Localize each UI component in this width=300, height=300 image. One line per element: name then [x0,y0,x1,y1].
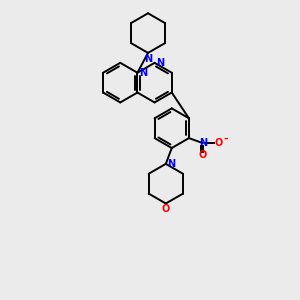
Text: N: N [140,68,148,78]
Text: N: N [157,58,165,68]
Text: O: O [214,138,223,148]
Text: N: N [144,54,152,64]
Text: N: N [167,159,175,169]
Text: -: - [223,134,228,144]
Text: O: O [162,205,170,214]
Text: O: O [199,150,207,160]
Text: N: N [199,138,207,148]
